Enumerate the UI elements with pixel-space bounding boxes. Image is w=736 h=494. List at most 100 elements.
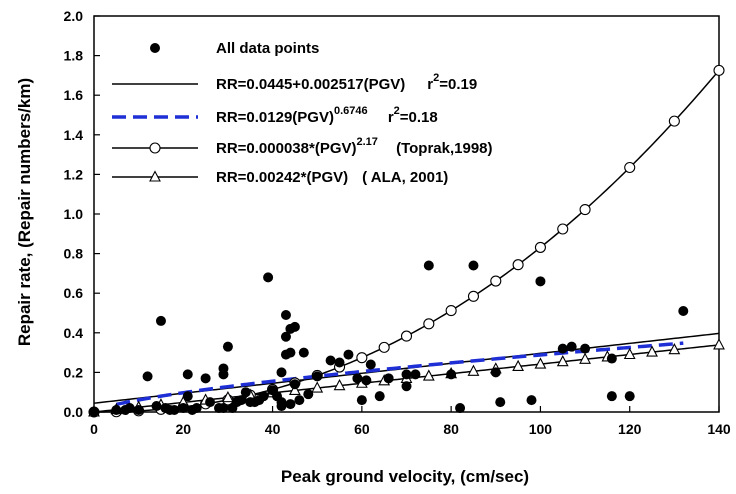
data-point — [580, 343, 591, 354]
data-point — [455, 403, 466, 414]
legend-label-data: All data points — [216, 40, 319, 57]
data-point — [490, 367, 501, 378]
y-tick-label: 0.6 — [64, 285, 84, 301]
data-point — [535, 276, 546, 287]
data-point — [294, 395, 305, 406]
toprak-marker — [400, 330, 413, 342]
data-point — [606, 353, 617, 364]
y-axis-title: Repair rate, (Repair numbers/km) — [15, 78, 34, 346]
data-point — [89, 407, 99, 417]
y-tick-label: 0.2 — [64, 364, 84, 380]
x-tick-label: 60 — [354, 421, 370, 437]
data-point — [169, 405, 180, 416]
data-point — [289, 321, 300, 332]
x-tick-label: 100 — [529, 421, 553, 437]
ala-marker — [422, 369, 435, 381]
data-point — [285, 347, 296, 358]
y-tick-label: 2.0 — [64, 8, 84, 24]
ala-marker — [467, 364, 480, 376]
data-point — [298, 347, 309, 358]
data-point — [263, 272, 274, 283]
data-point — [276, 367, 287, 378]
toprak-marker — [356, 352, 368, 364]
legend-label-ala: RR=0.00242*(PGV)( ALA, 2001) — [216, 169, 448, 186]
legend-marker-open-circle — [149, 142, 161, 154]
data-point — [423, 260, 434, 271]
linear-fit-curve — [93, 332, 720, 404]
ala-marker — [646, 345, 658, 357]
legend-marker-data — [150, 43, 160, 53]
data-point — [343, 349, 354, 360]
data-point — [557, 343, 568, 354]
x-tick-label: 20 — [175, 421, 191, 437]
data-point — [624, 391, 635, 402]
toprak-marker — [423, 318, 435, 330]
data-point — [285, 399, 296, 410]
data-point — [182, 369, 193, 380]
data-point — [361, 375, 372, 386]
x-tick-label: 120 — [618, 421, 642, 437]
data-point — [374, 391, 385, 402]
legend-label-power: RR=0.0129(PGV)0.6746 r2=0.18 — [216, 105, 438, 126]
toprak-marker — [467, 290, 480, 302]
data-point — [401, 381, 412, 392]
y-tick-label: 1.0 — [64, 206, 84, 222]
y-tick-label: 0.8 — [64, 246, 84, 262]
data-point — [124, 403, 135, 414]
toprak-marker — [534, 241, 546, 253]
data-point — [495, 397, 506, 408]
x-axis-ticks: 0 20 40 60 80 100 120 140 — [90, 406, 731, 437]
data-point — [446, 369, 457, 380]
data-point — [178, 403, 189, 414]
data-point — [334, 357, 345, 368]
data-point — [383, 373, 394, 384]
plot-border — [93, 15, 720, 413]
data-point — [526, 395, 537, 406]
ala-marker — [222, 390, 234, 403]
data-point — [155, 315, 166, 326]
data-point — [205, 397, 216, 408]
x-tick-label: 80 — [443, 421, 459, 437]
x-tick-label: 40 — [265, 421, 281, 437]
data-point — [133, 405, 144, 416]
legend-label-toprak: RR=0.000038*(PGV)2.17 (Toprak,1998) — [216, 136, 493, 157]
y-tick-label: 0.4 — [64, 325, 84, 341]
data-point — [303, 389, 314, 400]
ala-marker — [713, 338, 725, 350]
data-point — [280, 309, 291, 320]
ala-marker — [333, 378, 346, 391]
data-point — [566, 341, 577, 352]
plot-frame — [93, 15, 720, 413]
data-point — [606, 391, 617, 402]
power-fit-curve — [115, 341, 684, 407]
ala-marker — [512, 359, 525, 372]
data-point — [289, 379, 300, 390]
data-point — [111, 405, 122, 416]
data-points — [89, 260, 689, 417]
data-point — [240, 387, 251, 398]
data-point — [200, 373, 211, 384]
y-tick-label: 1.6 — [64, 87, 84, 103]
data-point — [356, 395, 367, 406]
y-tick-label: 1.2 — [64, 166, 84, 182]
y-tick-label: 0.0 — [64, 404, 84, 420]
y-axis-ticks: 0.0 0.2 0.4 0.6 0.8 1.0 1.2 1.4 1.6 1.8 2.0 — [64, 8, 100, 420]
legend-marker-open-triangle — [149, 170, 161, 182]
data-point — [218, 403, 229, 414]
data-point — [352, 373, 363, 384]
toprak-marker — [445, 305, 457, 317]
data-point — [678, 306, 689, 317]
data-point — [312, 371, 323, 382]
data-point — [218, 363, 229, 374]
toprak-marker — [512, 259, 524, 271]
data-point — [325, 355, 336, 366]
y-tick-label: 1.8 — [64, 48, 84, 64]
data-point — [468, 260, 479, 271]
data-point — [258, 391, 269, 402]
toprak-marker — [378, 341, 390, 353]
toprak-marker — [557, 223, 569, 235]
x-tick-label: 140 — [707, 421, 731, 437]
data-point — [365, 359, 376, 370]
legend-label-linear: RR=0.0445+0.002517(PGV) r2=0.19 — [216, 72, 477, 93]
